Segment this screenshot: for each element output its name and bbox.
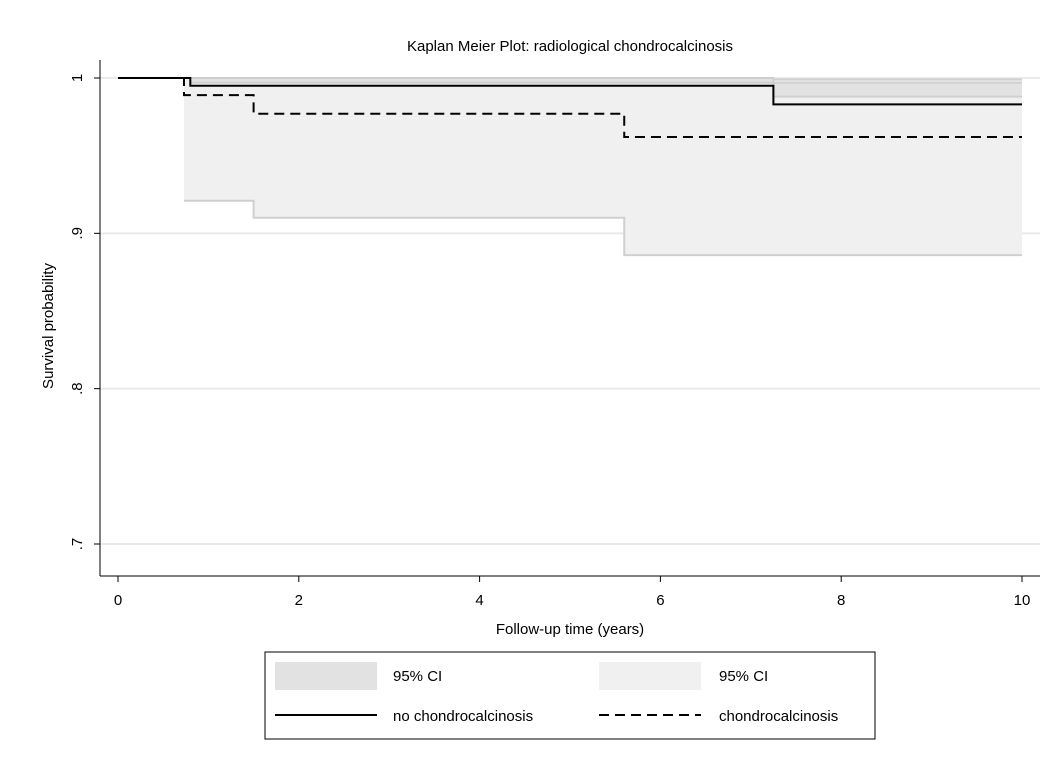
legend-label-chondrocalcinosis: chondrocalcinosis: [719, 708, 838, 725]
ci-upper-edge: [190, 77, 1022, 84]
legend-label-ci-1: 95% CI: [393, 668, 442, 685]
legend-swatch-ci-chondrocalcinosis: [599, 662, 701, 690]
x-tick-label: 4: [475, 592, 483, 609]
axes: 0 2 4 6 8 10 .7 .8 .9 1: [69, 60, 1040, 609]
y-axis-label: Survival probability: [40, 263, 57, 389]
x-tick-label: 10: [1014, 592, 1031, 609]
x-tick-label: 0: [114, 592, 122, 609]
ci-band-chondrocalcinosis: [183, 78, 1022, 256]
x-tick-label: 8: [837, 592, 845, 609]
legend-label-no-chondrocalcinosis: no chondrocalcinosis: [393, 708, 533, 725]
x-axis-label: Follow-up time (years): [496, 621, 644, 638]
chart-title: Kaplan Meier Plot: radiological chondroc…: [407, 38, 733, 55]
y-tick-label: .8: [69, 382, 86, 395]
x-tick-label: 2: [295, 592, 303, 609]
plot-area: [100, 60, 1040, 576]
x-tick-label: 6: [656, 592, 664, 609]
y-tick-label: .9: [69, 227, 86, 240]
legend-swatch-ci-no-chondrocalcinosis: [275, 662, 377, 690]
survival-line-no-chondrocalcinosis: [118, 77, 1022, 106]
confidence-bands: [183, 77, 1022, 257]
legend: 95% CI 95% CI no chondrocalcinosis chond…: [264, 651, 876, 740]
survival-line-chondrocalcinosis: [118, 77, 1022, 139]
survival-curves: [118, 77, 1022, 139]
y-tick-label: 1: [69, 74, 86, 82]
legend-label-ci-2: 95% CI: [719, 668, 768, 685]
ci-lower-edge: [183, 199, 1022, 257]
y-tick-label: .7: [69, 538, 86, 551]
